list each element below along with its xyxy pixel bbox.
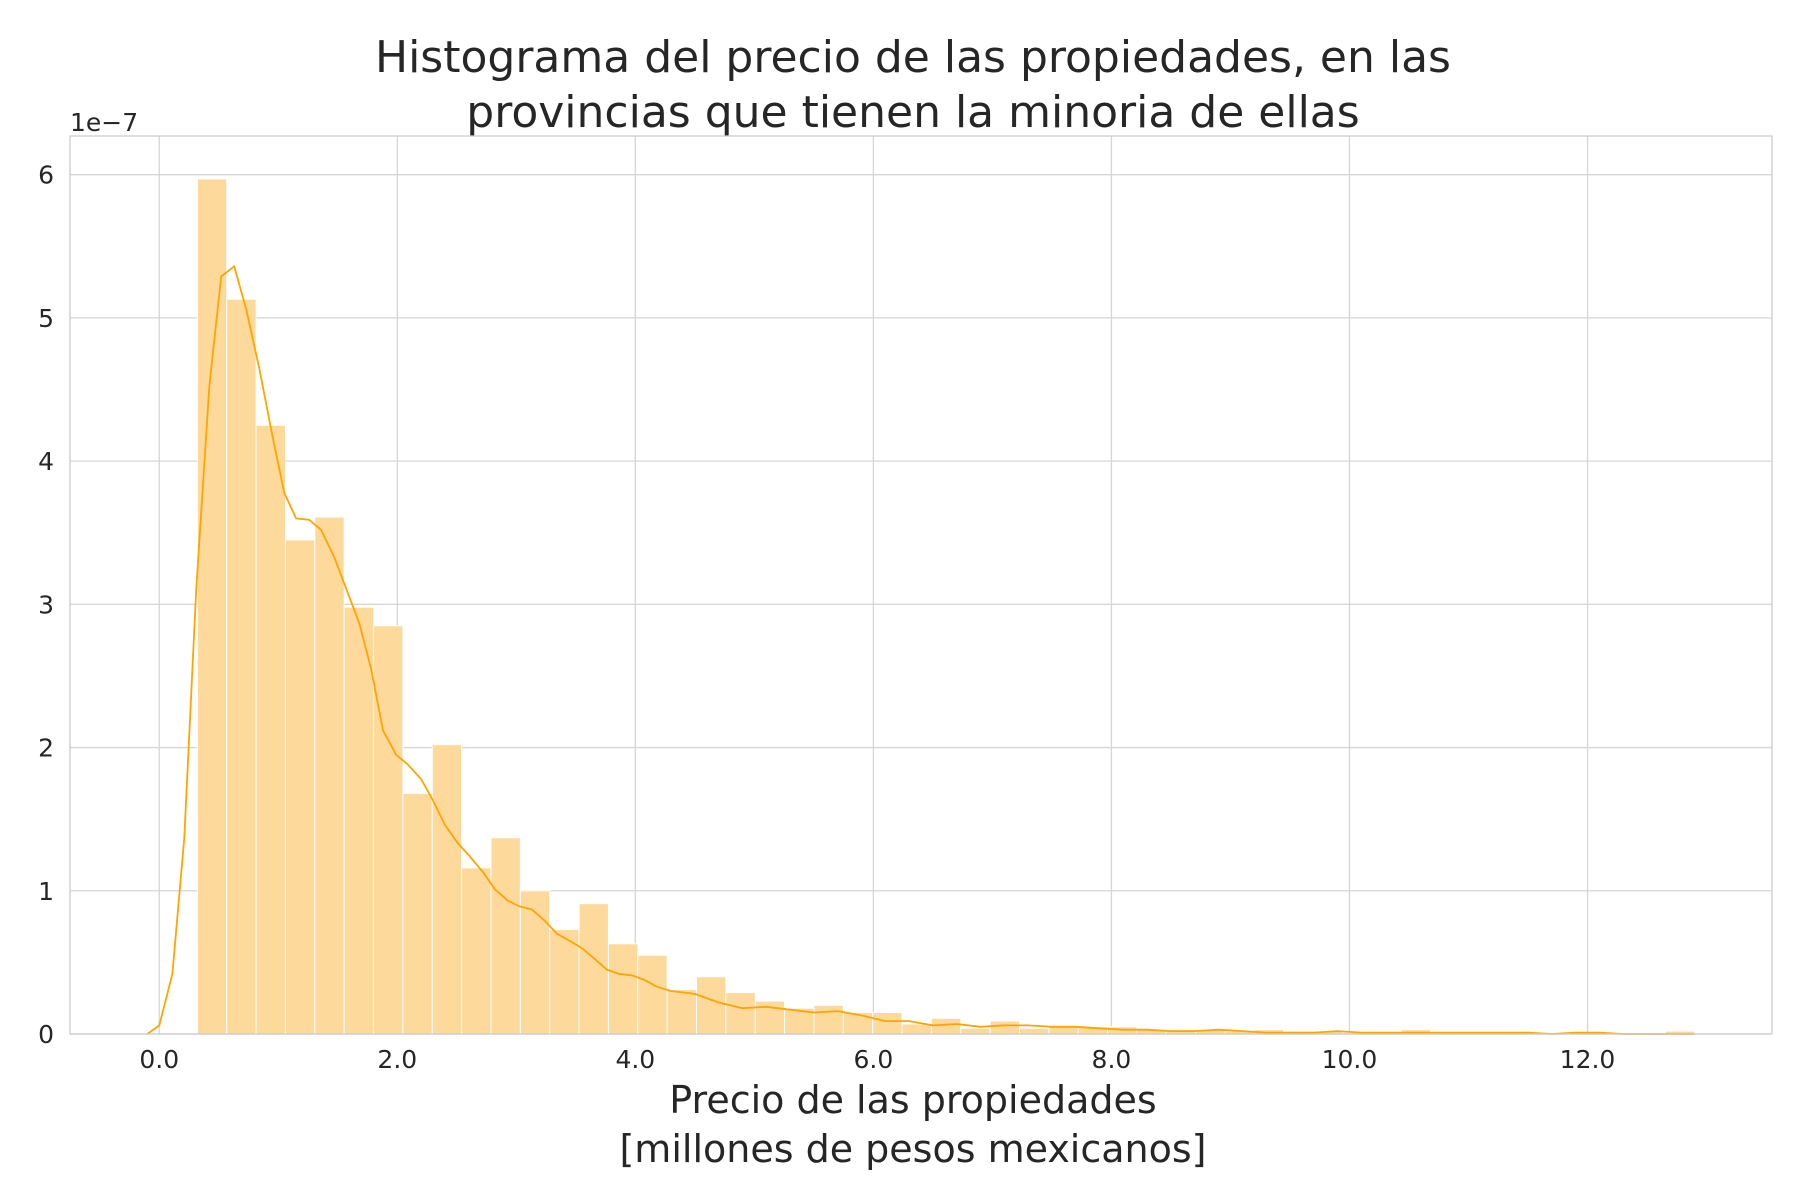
histogram-bar [196, 178, 228, 1035]
x-tick-label: 6.0 [854, 1045, 894, 1074]
y-tick-label: 4 [38, 447, 54, 476]
histogram-bar [314, 516, 345, 1035]
histogram-bar [284, 539, 316, 1035]
x-tick-label: 10.0 [1322, 1045, 1378, 1074]
chart-title-line-2: provincias que tienen la minoria de ella… [466, 87, 1359, 138]
histogram-bar [901, 1023, 932, 1035]
plot-frame [69, 135, 1773, 1035]
x-axis-label-line-2: [millones de pesos mexicanos] [619, 1127, 1206, 1171]
histogram-bar [373, 625, 404, 1035]
histogram-bar [255, 424, 286, 1035]
y-tick-label: 1 [38, 877, 54, 906]
histogram-bar [725, 991, 756, 1035]
y-tick-label: 0 [38, 1020, 54, 1049]
histogram-bar [666, 989, 698, 1035]
y-tick-label: 3 [38, 590, 54, 619]
histogram-bar [607, 943, 639, 1035]
histogram-bars [196, 178, 1696, 1035]
histogram-bar [872, 1012, 903, 1035]
histogram-bar [1019, 1027, 1050, 1035]
histogram-bar [637, 954, 668, 1035]
histogram-bar [549, 928, 580, 1035]
histogram-bar [431, 744, 463, 1035]
x-tick-label: 0.0 [139, 1045, 179, 1074]
y-tick-label: 6 [38, 161, 54, 190]
x-tick-label: 12.0 [1560, 1045, 1616, 1074]
y-offset-label: 1e−7 [70, 108, 138, 137]
y-tick-label: 5 [38, 304, 54, 333]
histogram-bar [490, 837, 521, 1035]
histogram-bar [989, 1020, 1021, 1035]
tick-labels: 0.0 2.0 4.0 6.0 8.0 10.0 12.0 0 1 2 3 4 5 6 [38, 161, 1615, 1074]
histogram-bar [754, 1000, 786, 1035]
kde-line [146, 265, 1695, 1035]
grid-lines [70, 136, 1772, 1035]
x-tick-label: 4.0 [615, 1045, 655, 1074]
histogram-bar [842, 1012, 874, 1035]
kde-curve [146, 265, 1695, 1035]
histogram-bar [813, 1004, 844, 1035]
histogram-bar [461, 867, 492, 1035]
histogram-bar [226, 298, 257, 1035]
histogram-bar [343, 606, 375, 1035]
histogram-bar [578, 903, 609, 1035]
y-tick-label: 2 [38, 734, 54, 763]
chart-title-line-1: Histograma del precio de las propiedades… [375, 32, 1451, 83]
x-tick-label: 2.0 [377, 1045, 417, 1074]
histogram-bar [960, 1027, 991, 1035]
x-axis-label-line-1: Precio de las propiedades [669, 1078, 1156, 1122]
histogram-bar [402, 792, 433, 1035]
histogram-bar [696, 976, 727, 1035]
x-tick-label: 8.0 [1092, 1045, 1132, 1074]
